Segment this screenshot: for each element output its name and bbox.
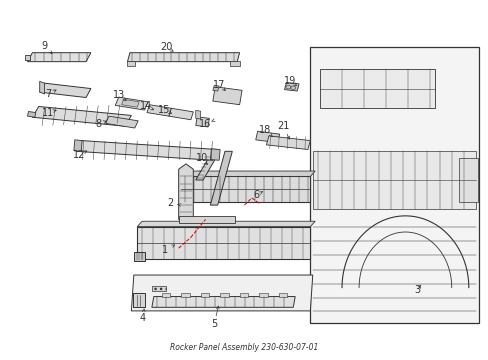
Polygon shape: [105, 116, 138, 128]
Polygon shape: [25, 55, 30, 59]
Text: 10: 10: [195, 153, 207, 163]
Polygon shape: [32, 107, 131, 126]
Text: 8: 8: [95, 119, 101, 129]
Text: Rocker Panel Assembly 230-630-07-01: Rocker Panel Assembly 230-630-07-01: [170, 343, 318, 352]
Text: 13: 13: [112, 90, 124, 100]
Polygon shape: [181, 293, 189, 297]
Polygon shape: [195, 155, 217, 180]
Polygon shape: [255, 131, 279, 143]
Text: 9: 9: [41, 41, 47, 50]
Polygon shape: [178, 216, 234, 223]
Polygon shape: [152, 286, 166, 291]
Polygon shape: [312, 151, 475, 209]
Text: 12: 12: [72, 150, 85, 160]
Text: 4: 4: [140, 313, 146, 323]
Text: 5: 5: [211, 319, 217, 329]
Polygon shape: [210, 149, 220, 160]
Text: 3: 3: [414, 285, 420, 296]
Polygon shape: [137, 221, 315, 226]
Polygon shape: [168, 108, 193, 120]
Text: 2: 2: [166, 198, 173, 208]
Text: 21: 21: [277, 121, 289, 131]
Text: 6: 6: [253, 190, 259, 200]
Polygon shape: [27, 112, 36, 117]
Text: 18: 18: [259, 125, 271, 135]
Polygon shape: [266, 136, 310, 149]
Polygon shape: [220, 293, 228, 297]
Polygon shape: [239, 293, 248, 297]
Polygon shape: [127, 61, 135, 66]
Polygon shape: [212, 85, 219, 91]
Polygon shape: [178, 164, 193, 220]
Polygon shape: [458, 158, 477, 202]
Polygon shape: [278, 293, 287, 297]
Polygon shape: [195, 117, 209, 127]
Polygon shape: [200, 293, 209, 297]
Text: 16: 16: [199, 120, 211, 129]
Polygon shape: [76, 140, 217, 160]
Polygon shape: [122, 99, 139, 107]
Polygon shape: [40, 81, 44, 94]
Polygon shape: [212, 87, 242, 105]
Text: 20: 20: [160, 42, 172, 52]
Polygon shape: [137, 226, 310, 259]
Polygon shape: [74, 140, 82, 151]
Text: 1: 1: [162, 245, 168, 255]
Polygon shape: [134, 252, 144, 261]
Polygon shape: [181, 171, 315, 176]
Text: 17: 17: [212, 80, 225, 90]
Polygon shape: [210, 151, 232, 205]
Polygon shape: [127, 53, 239, 62]
Text: 19: 19: [284, 76, 296, 86]
Text: 15: 15: [158, 105, 170, 115]
Polygon shape: [161, 293, 170, 297]
Text: 14: 14: [140, 101, 152, 111]
Polygon shape: [27, 53, 91, 62]
Polygon shape: [181, 176, 310, 202]
Polygon shape: [229, 61, 239, 66]
Text: 7: 7: [45, 89, 52, 99]
Polygon shape: [310, 47, 478, 323]
Polygon shape: [133, 293, 144, 307]
Polygon shape: [320, 69, 434, 108]
Polygon shape: [152, 297, 295, 307]
Polygon shape: [259, 293, 267, 297]
Polygon shape: [284, 82, 299, 91]
Polygon shape: [131, 275, 312, 311]
Polygon shape: [147, 105, 171, 116]
Text: 11: 11: [42, 108, 55, 118]
Polygon shape: [40, 83, 91, 98]
Polygon shape: [115, 97, 148, 110]
Polygon shape: [195, 111, 200, 119]
